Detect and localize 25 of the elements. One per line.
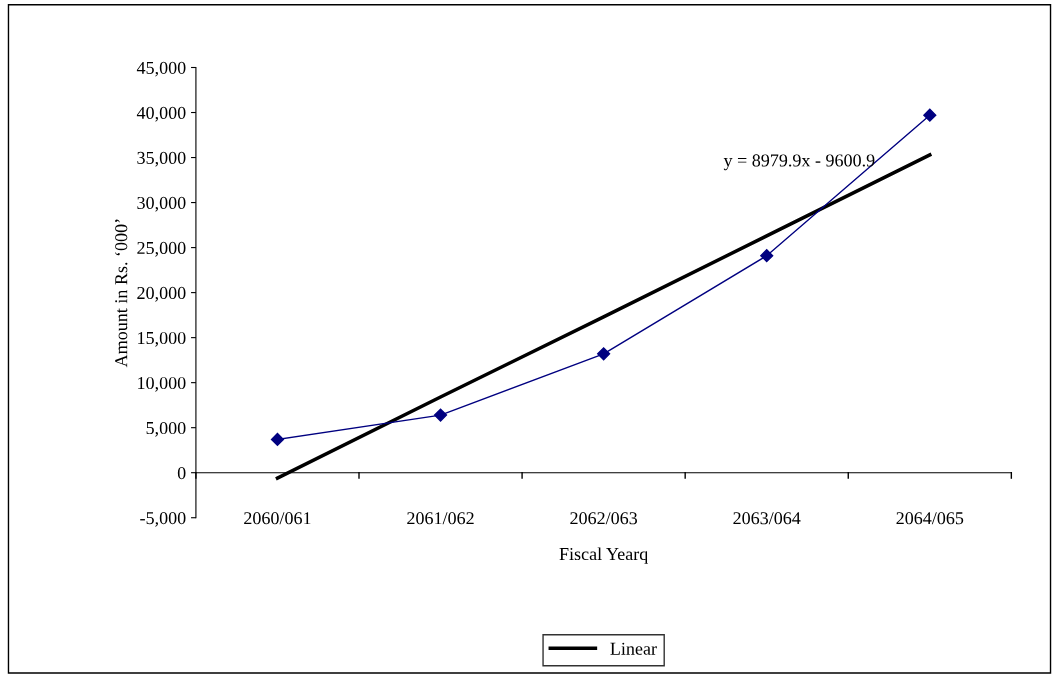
point (923, 108, 937, 122)
point (597, 347, 611, 361)
point (433, 408, 448, 422)
y-tick-label: 30,000 (137, 196, 186, 212)
y-tick-label: 40,000 (136, 106, 186, 122)
y-tick-label: 0 (177, 466, 186, 480)
y-tick-label: 25,000 (137, 241, 186, 257)
x-tick-label: 2063/064 (733, 512, 801, 525)
y-tick-label: 10,000 (138, 376, 186, 392)
point (270, 432, 285, 446)
x-tick-label: 2060/061 (244, 512, 311, 525)
y-tick-label: 15,000 (138, 331, 186, 347)
x-tick-label: 2061/062 (407, 512, 474, 525)
x-axis-title: Fiscal Yearq (559, 547, 648, 564)
y-tick-label: 20,000 (137, 286, 186, 302)
x-tick-label: 2062/063 (570, 512, 638, 525)
x-tick-label: 2064/065 (896, 512, 964, 525)
y-axis-title: Amount in Rs. ‘000’ (115, 219, 128, 368)
y-tick-label: 45,000 (136, 61, 186, 77)
annotation: y = 8979.9x - 9600.9 (723, 154, 875, 171)
legend-label: Linear (610, 642, 657, 655)
point (760, 249, 774, 263)
y-tick-label: 35,000 (137, 151, 186, 167)
y-tick-label: -5,000 (140, 511, 186, 527)
y-tick-label: 5,000 (146, 421, 186, 437)
